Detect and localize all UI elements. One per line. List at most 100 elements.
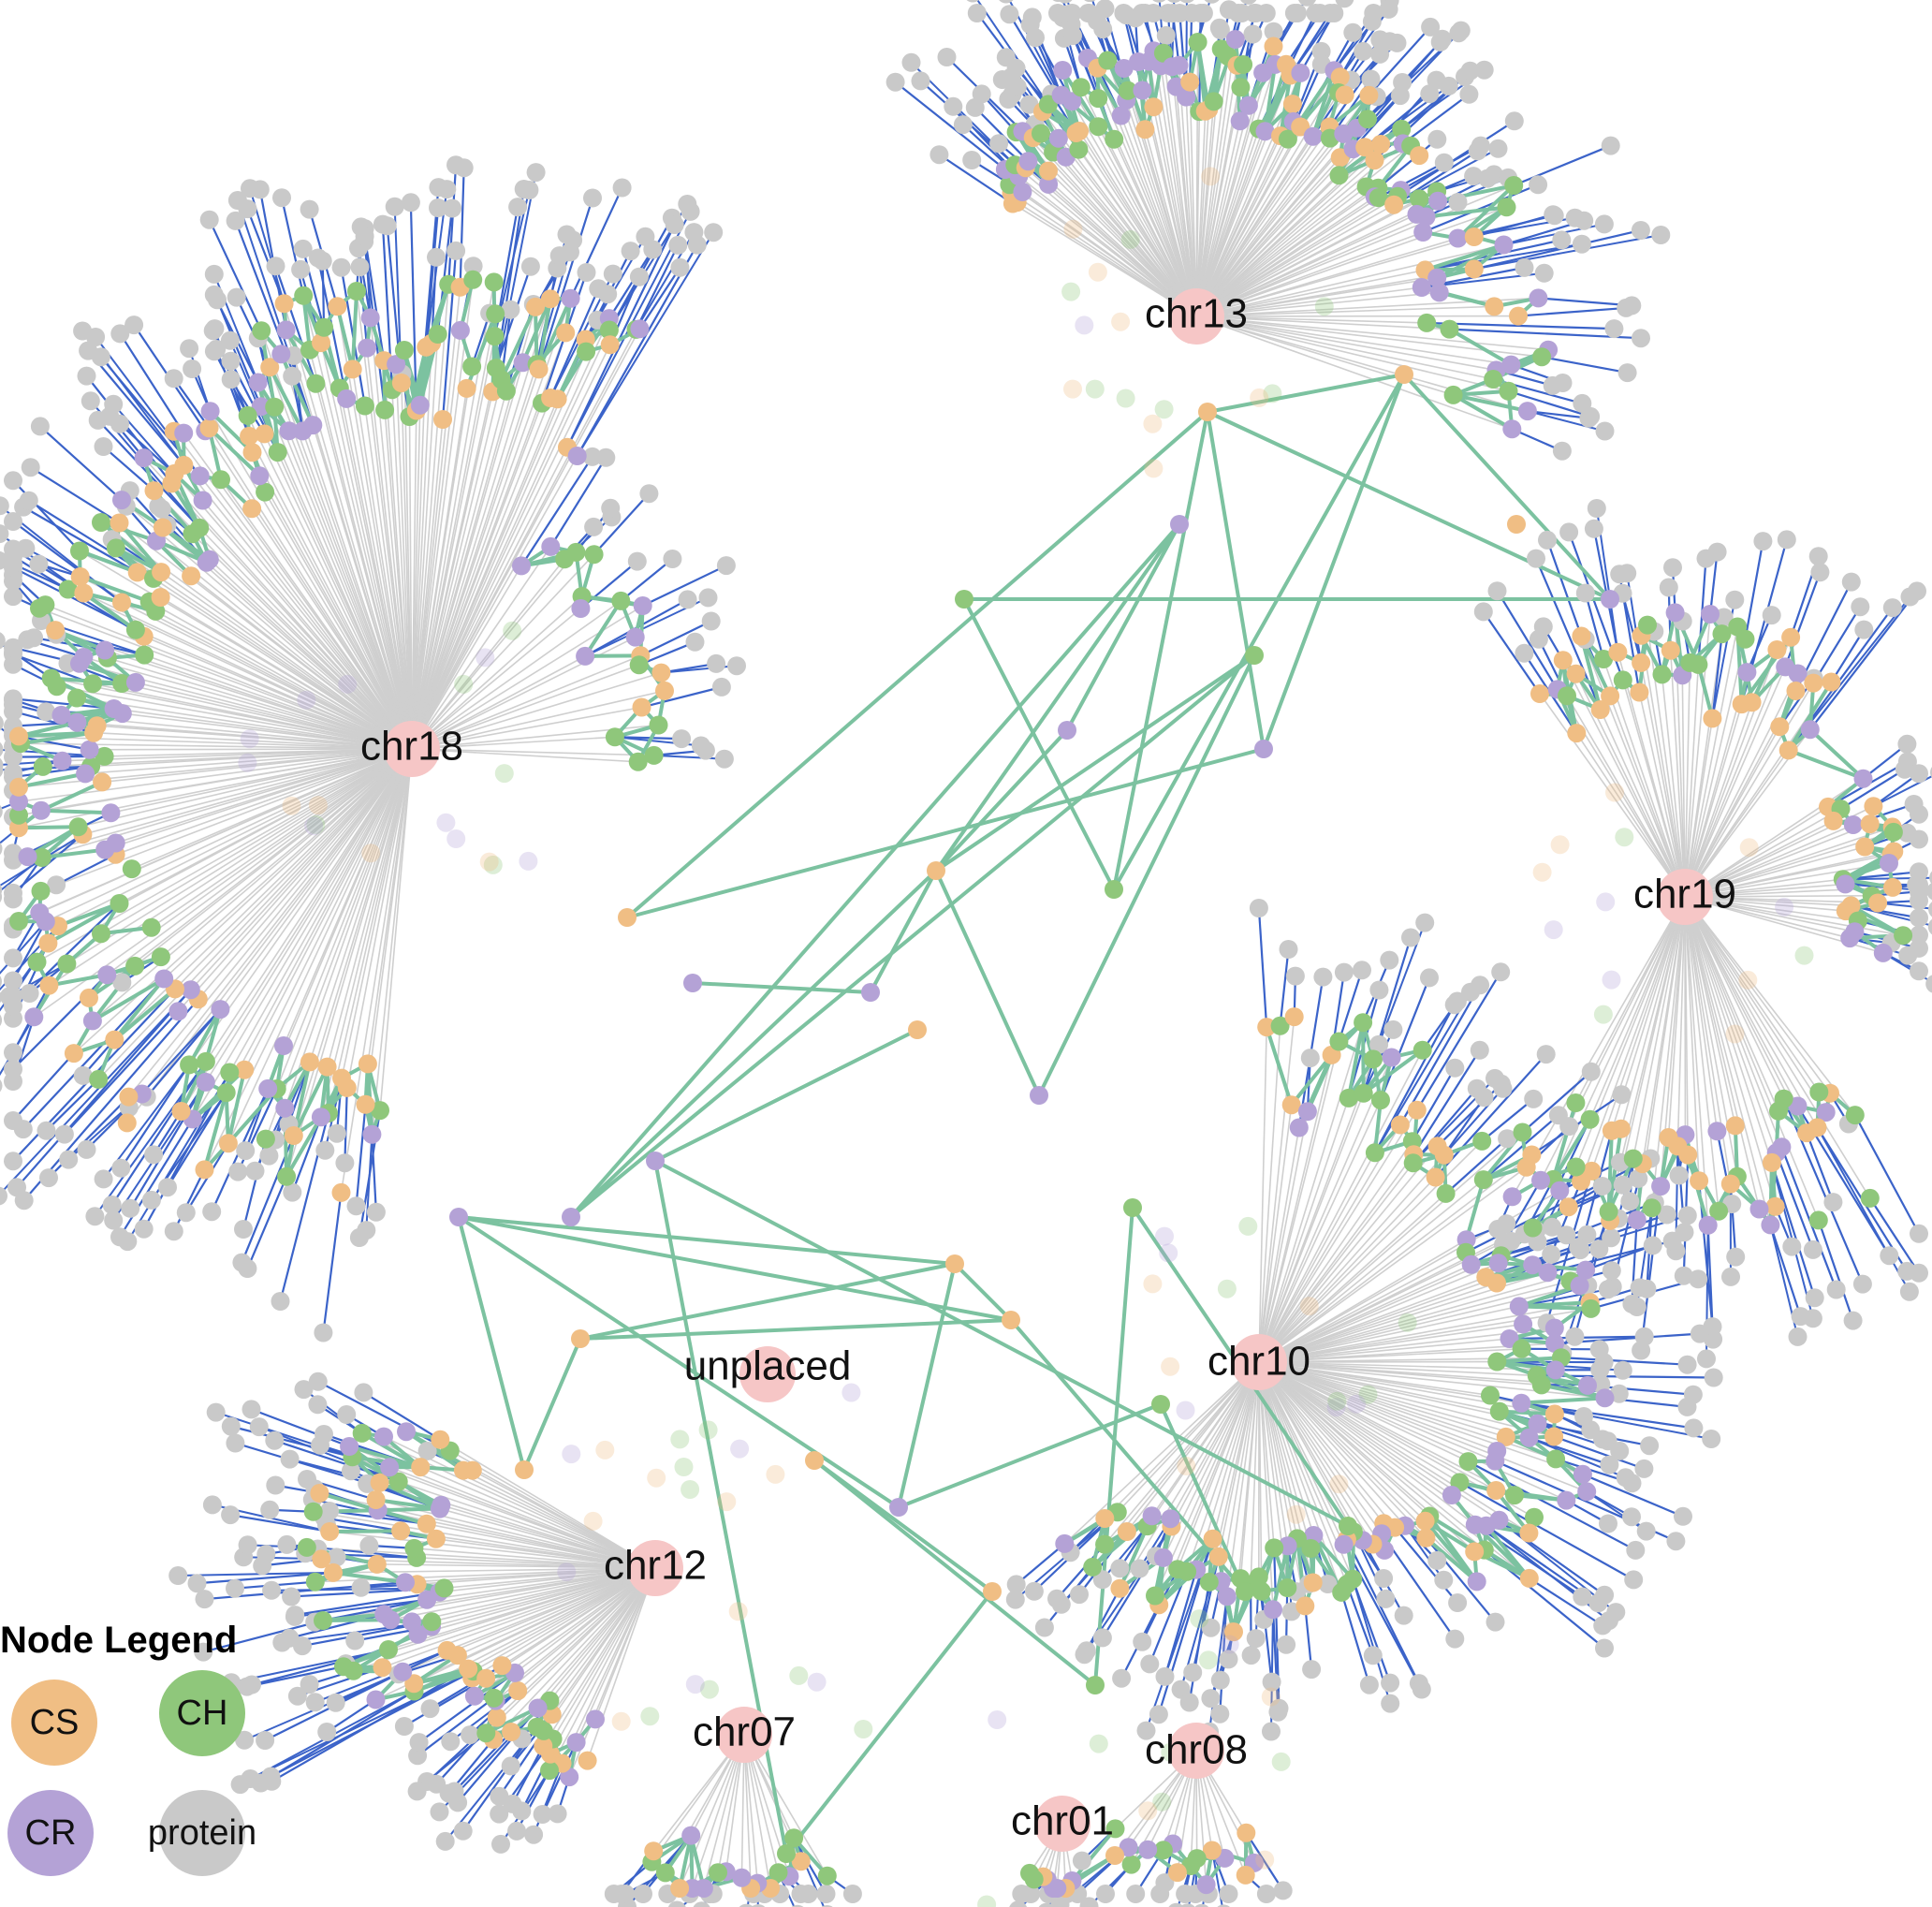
cr-node [630, 319, 650, 339]
protein-node [1390, 86, 1410, 106]
hub-edge [1684, 673, 1799, 898]
interaction-edge [1808, 727, 1865, 781]
hub-edge [1684, 896, 1855, 932]
protein-node [1219, 1650, 1238, 1669]
protein-edge [1449, 328, 1642, 340]
protein-node [1288, 4, 1307, 22]
protein-node [1552, 230, 1572, 250]
cs-node [1407, 1100, 1427, 1120]
protein-node [1152, 0, 1166, 3]
interaction-edge [209, 409, 254, 454]
hub-edge [411, 336, 496, 750]
hub-edge [177, 748, 413, 1012]
protein-edge [12, 566, 137, 631]
interaction-edge [18, 730, 95, 739]
protein-edge [1882, 952, 1932, 984]
interaction-edge [1551, 1118, 1592, 1181]
protein-node [331, 257, 351, 277]
protein-node [1643, 1236, 1662, 1255]
protein-node [91, 347, 110, 367]
hub-edge [127, 748, 413, 1098]
cs-node [370, 1473, 389, 1492]
ch-node [33, 756, 52, 776]
hub-edge [320, 342, 413, 750]
cr-node [1018, 152, 1038, 171]
hub-edge [1211, 1361, 1260, 1539]
cs-node [174, 455, 194, 475]
protein-node [1359, 1675, 1379, 1694]
hub-edge [1258, 1153, 1532, 1363]
ch-node [428, 325, 447, 344]
protein-edge [653, 754, 724, 760]
ch-node [1095, 1534, 1115, 1554]
interaction-edge [348, 1445, 421, 1470]
protein-node [953, 115, 973, 135]
protein-edge [459, 168, 465, 287]
protein-node [1929, 871, 1932, 885]
ch-node [1580, 1109, 1600, 1129]
cr-node [1788, 1096, 1808, 1116]
cr-node [380, 1458, 400, 1477]
protein-edge [246, 1176, 288, 1269]
cs-node [195, 1160, 214, 1180]
hub-edge [208, 427, 413, 750]
protein-node [0, 991, 2, 1004]
hub-edge [382, 1567, 656, 1668]
hub-edge [446, 1567, 656, 1651]
ch-node [1278, 129, 1297, 149]
cs-node [218, 1134, 238, 1153]
protein-node [346, 1196, 366, 1216]
protein-node [1092, 1628, 1112, 1648]
protein-node [520, 257, 540, 276]
protein-node [280, 1449, 300, 1469]
cs-node [1883, 877, 1902, 897]
hub-edge [246, 415, 413, 750]
protein-edge [45, 1078, 99, 1132]
protein-edge [793, 1837, 827, 1895]
ch-node [1769, 1101, 1788, 1121]
protein-edge [1342, 1544, 1423, 1691]
hub-edge [205, 748, 413, 1083]
hub-edge [85, 748, 413, 775]
ch-node [1894, 926, 1913, 946]
cr-node [1531, 1170, 1550, 1190]
cr-node [1486, 1451, 1505, 1471]
interaction-edge [40, 780, 103, 813]
protein-node [121, 1198, 140, 1218]
protein-node [1854, 620, 1874, 639]
hub-edge [1258, 1166, 1528, 1363]
protein-node [1677, 1397, 1697, 1416]
faded-node [1738, 970, 1758, 990]
protein-node [1354, 41, 1373, 61]
protein-edge [271, 1667, 469, 1782]
faded-node [1063, 379, 1082, 399]
protein-node [1851, 597, 1870, 617]
hub-edge [1258, 1361, 1486, 1551]
hub-edge [1258, 1361, 1469, 1462]
protein-node [1034, 1618, 1054, 1637]
protein-node [698, 588, 718, 608]
cs-node [945, 1254, 964, 1273]
hub-edge [1144, 129, 1197, 317]
protein-node [204, 285, 224, 304]
protein-node [221, 1505, 241, 1525]
protein-node [695, 741, 715, 760]
protein-node [842, 1885, 862, 1903]
cr-node [1448, 228, 1468, 248]
faded-node [1550, 835, 1570, 855]
protein-node [30, 417, 50, 436]
hub-edge [1258, 1361, 1406, 1527]
protein-node [245, 1161, 265, 1181]
protein-node [0, 842, 3, 856]
protein-node [305, 1693, 325, 1712]
protein-node [1674, 1506, 1692, 1526]
ch-node [1371, 1091, 1390, 1110]
protein-node [354, 1383, 373, 1402]
hub-edge [56, 685, 413, 750]
cs-node [578, 1751, 597, 1770]
hub-edge [1195, 276, 1438, 317]
cs-node [358, 1054, 377, 1074]
protein-node [158, 1178, 177, 1197]
